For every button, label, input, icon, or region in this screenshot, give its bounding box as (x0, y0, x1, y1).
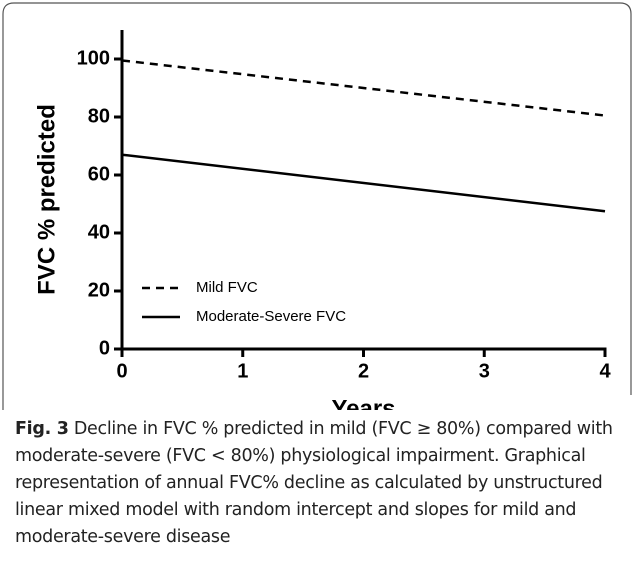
caption-text: Decline in FVC % predicted in mild (FVC … (15, 419, 613, 547)
chart: 0 20 40 60 80 100 0 1 2 3 4 Years FVC % predicted Mil… (2, 2, 632, 410)
x-axis-label: Years (331, 395, 395, 410)
legend-label: Moderate-Severe FVC (196, 308, 346, 325)
y-tick-label: 80 (88, 105, 110, 127)
y-axis-label: FVC % predicted (33, 104, 60, 295)
y-tick-label: 20 (88, 279, 110, 301)
y-tick-label: 100 (77, 47, 110, 69)
caption-label: Fig. 3 (15, 419, 69, 439)
x-tick-label: 3 (479, 360, 490, 382)
x-tick-label: 2 (358, 360, 369, 382)
y-tick-label: 60 (88, 163, 110, 185)
x-tick-label: 0 (116, 360, 127, 382)
series-line (121, 153, 606, 213)
x-tick-label: 1 (237, 360, 248, 382)
series-line (121, 59, 606, 117)
x-tick-label: 4 (599, 360, 611, 382)
legend-label: Mild FVC (196, 279, 258, 296)
y-tick-label: 0 (99, 337, 110, 359)
frame (2, 2, 632, 410)
caption: Fig. 3 Decline in FVC % predicted in mil… (15, 416, 615, 551)
y-tick-label: 40 (88, 221, 110, 243)
